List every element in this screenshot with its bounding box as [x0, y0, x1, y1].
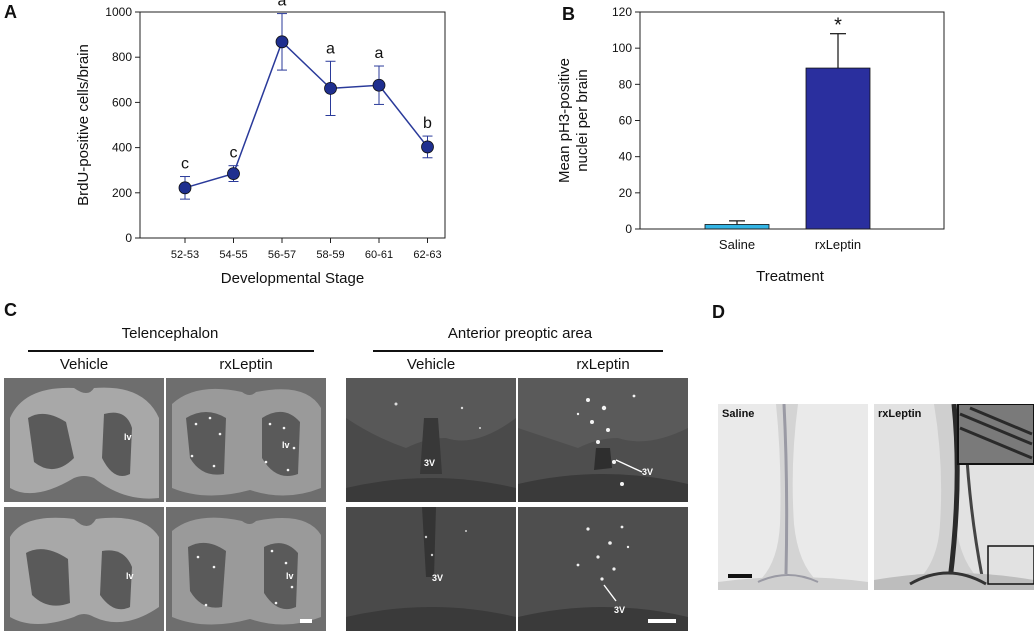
y-axis-label: BrdU-positive cells/brain: [75, 44, 92, 206]
apa-vehicle-label: Vehicle: [406, 356, 456, 373]
y-tick-label: 800: [112, 50, 132, 64]
x-axis-label: Treatment: [756, 268, 825, 285]
x-tick-label: 56-57: [268, 249, 296, 261]
scale-bar: [300, 619, 312, 623]
panel-letter-c: C: [4, 300, 17, 320]
significance-star: *: [834, 15, 842, 37]
data-point: [324, 81, 337, 95]
y-tick-label: 600: [112, 95, 132, 109]
y-tick-label: 400: [112, 141, 132, 155]
anterior-preoptic-label: Anterior preoptic area: [447, 325, 593, 342]
lv-label: lv: [286, 571, 294, 581]
plot-frame: [139, 11, 446, 239]
data-point: [227, 167, 240, 180]
micrograph-tel-rxleptin-bottom: lv: [166, 507, 326, 631]
micrograph-apa-rxleptin-top: 3V: [518, 378, 688, 502]
micrograph-tel-vehicle-top: lv: [4, 378, 164, 502]
y-tick-label: 20: [619, 186, 633, 200]
panel-letter-d: D: [712, 302, 725, 322]
scale-bar: [648, 619, 676, 623]
y-tick-label: 1000: [105, 5, 132, 19]
lv-label: lv: [126, 571, 134, 581]
x-tick-label: Saline: [719, 237, 755, 252]
y-tick-label: 120: [612, 5, 632, 19]
tel-rxleptin-label: rxLeptin: [219, 356, 273, 373]
chart-a: 0 200 400 600 800 1000 52-53 54-55 56-57 58-59 60-…: [75, 0, 446, 287]
lv-label: lv: [124, 432, 132, 442]
micrograph-d-saline: Saline: [718, 404, 868, 590]
telencephalon-label: Telencephalon: [121, 325, 219, 342]
y-tick-label: 200: [112, 186, 132, 200]
x-tick-label: 62-63: [413, 249, 441, 261]
y-axis-label-line: nuclei per brain: [574, 69, 591, 172]
telencephalon-rule: [28, 350, 314, 352]
lv-label: lv: [282, 440, 290, 450]
series-line: [184, 40, 429, 189]
data-point: [275, 35, 289, 49]
third-ventricle-label: 3V: [614, 605, 626, 615]
rxleptin-label: rxLeptin: [878, 408, 922, 420]
panel-letter-b: B: [562, 4, 575, 24]
x-tick-label: 54-55: [219, 249, 247, 261]
chart-b: Saline * rxLeptin 0 20 40 60 80 100 120 Treatment M…: [556, 5, 945, 285]
micrograph-d-rxleptin: rxLeptin: [874, 404, 1034, 590]
significance-label: c: [230, 145, 238, 162]
third-ventricle-label: 3V: [432, 573, 444, 583]
x-tick-label: 58-59: [316, 249, 344, 261]
third-ventricle-label: 3V: [424, 458, 436, 468]
micrograph-apa-vehicle-top: 3V: [346, 378, 516, 502]
data-point: [178, 181, 192, 195]
micrograph-tel-rxleptin-top: lv: [166, 378, 326, 502]
significance-label: a: [278, 0, 287, 10]
bar: [805, 67, 871, 230]
apa-rxleptin-label: rxLeptin: [576, 356, 630, 373]
y-axis-label: Mean pH3-positivenuclei per brain: [556, 58, 591, 183]
y-tick-label: 60: [619, 114, 633, 128]
micrograph-apa-rxleptin-bottom: 3V: [518, 507, 688, 631]
x-axis-label: Developmental Stage: [221, 270, 364, 287]
plot-frame: [639, 11, 945, 230]
x-tick-label: 52-53: [171, 249, 199, 261]
data-point: [421, 140, 434, 154]
anterior-preoptic-rule: [373, 350, 663, 352]
third-ventricle-label: 3V: [642, 467, 654, 477]
significance-label: b: [423, 115, 432, 132]
bar: [704, 224, 770, 230]
data-point: [372, 78, 386, 92]
y-tick-label: 0: [125, 231, 132, 245]
y-tick-label: 0: [625, 222, 632, 236]
significance-label: c: [181, 156, 189, 173]
y-tick-label: 40: [619, 150, 633, 164]
y-axis-label-line: Mean pH3-positive: [556, 58, 573, 183]
x-tick-label: rxLeptin: [815, 237, 861, 252]
y-tick-label: 80: [619, 77, 633, 91]
significance-label: a: [326, 40, 335, 57]
panel-letter-a: A: [4, 2, 17, 22]
x-tick-label: 60-61: [365, 249, 393, 261]
micrograph-tel-vehicle-bottom: lv: [4, 507, 164, 631]
y-tick-label: 100: [612, 41, 632, 55]
micrograph-apa-vehicle-bottom: 3V: [346, 507, 516, 631]
scale-bar: [728, 574, 752, 578]
tel-vehicle-label: Vehicle: [59, 356, 109, 373]
saline-label: Saline: [722, 408, 755, 420]
significance-label: a: [375, 45, 384, 62]
